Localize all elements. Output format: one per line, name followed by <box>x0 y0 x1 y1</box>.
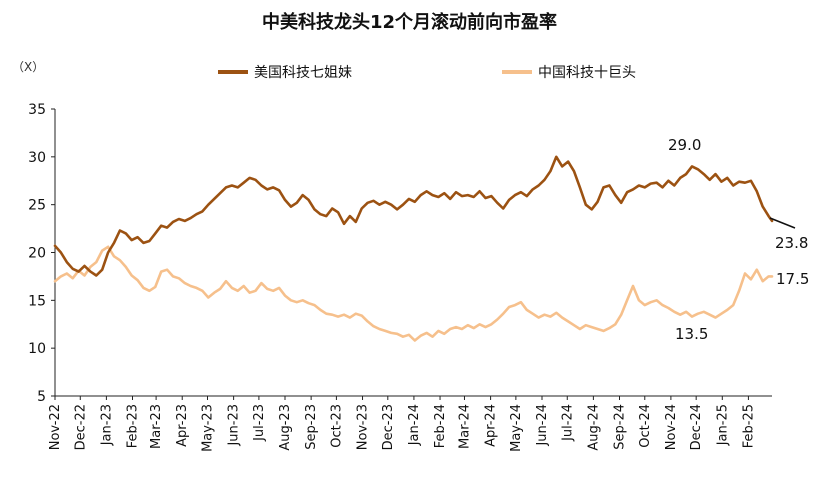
y-tick-label: 20 <box>28 246 46 262</box>
x-tick-label: Mar-23 <box>149 404 164 449</box>
x-tick-label: Nov-24 <box>664 404 679 450</box>
x-tick-label: Oct-23 <box>329 404 344 448</box>
x-tick-label: May-23 <box>200 404 215 452</box>
series-line-us <box>53 155 774 277</box>
x-tick-label: Dec-22 <box>73 404 88 450</box>
series-line-cn <box>53 245 774 342</box>
x-tick-label: Jun-24 <box>535 404 550 447</box>
unit-label: （X） <box>12 60 45 74</box>
annotations: 29.0 23.8 17.5 13.5 <box>668 136 809 343</box>
x-tick-label: Apr-24 <box>484 404 499 447</box>
label-us-end: 23.8 <box>775 234 808 252</box>
x-tick-label: Apr-23 <box>175 404 190 447</box>
x-tick-label: Jun-23 <box>227 404 242 447</box>
x-tick-label: Sep-24 <box>613 404 628 450</box>
label-cn-trough: 13.5 <box>675 325 708 343</box>
legend-swatch-cn <box>502 70 532 74</box>
x-tick-label: May-24 <box>509 404 524 452</box>
legend-item-cn: 中国科技十巨头 <box>502 62 636 82</box>
y-tick-label: 5 <box>37 389 46 405</box>
x-tick-label: Mar-24 <box>457 404 472 449</box>
x-tick-label: Aug-24 <box>586 404 601 451</box>
x-tick-label: Feb-23 <box>126 404 141 448</box>
x-ticks: Nov-22 Dec-22 Jan-23 Feb-23 Mar-23 Apr-23 May-… <box>48 396 756 452</box>
x-tick-label: Jan-23 <box>99 404 114 446</box>
x-tick-label: Aug-23 <box>278 404 293 451</box>
leader-us-end <box>769 217 796 229</box>
series-layer <box>53 155 774 342</box>
x-tick-label: Sep-23 <box>304 404 319 450</box>
y-tick-label: 15 <box>28 293 46 309</box>
x-tick-label: Dec-23 <box>381 404 396 450</box>
chart-title: 中美科技龙头12个月滚动前向市盈率 <box>261 12 558 33</box>
x-tick-label: Oct-24 <box>638 404 653 448</box>
legend-swatch-us <box>218 70 248 74</box>
y-ticks: 5 10 15 20 25 30 35 <box>28 102 55 405</box>
x-tick-label: Nov-23 <box>356 404 371 450</box>
y-tick-label: 25 <box>28 198 46 214</box>
label-us-peak: 29.0 <box>668 136 701 154</box>
x-tick-label: Nov-22 <box>48 404 63 450</box>
x-tick-label: Feb-25 <box>741 404 756 448</box>
y-tick-label: 35 <box>28 102 46 118</box>
legend-label-cn: 中国科技十巨头 <box>538 65 636 81</box>
legend-item-us: 美国科技七姐妹 <box>218 62 352 82</box>
x-tick-label: Jan-25 <box>715 404 730 446</box>
y-tick-label: 10 <box>28 341 46 357</box>
x-tick-label: Jan-24 <box>407 404 422 446</box>
x-tick-label: Feb-24 <box>433 404 448 448</box>
legend-label-us: 美国科技七姐妹 <box>254 65 352 81</box>
x-tick-label: Dec-24 <box>689 404 704 450</box>
label-cn-end: 17.5 <box>776 270 809 288</box>
x-tick-label: Jul-24 <box>560 404 575 442</box>
y-tick-label: 30 <box>28 150 46 166</box>
x-tick-label: Jul-23 <box>252 404 267 442</box>
